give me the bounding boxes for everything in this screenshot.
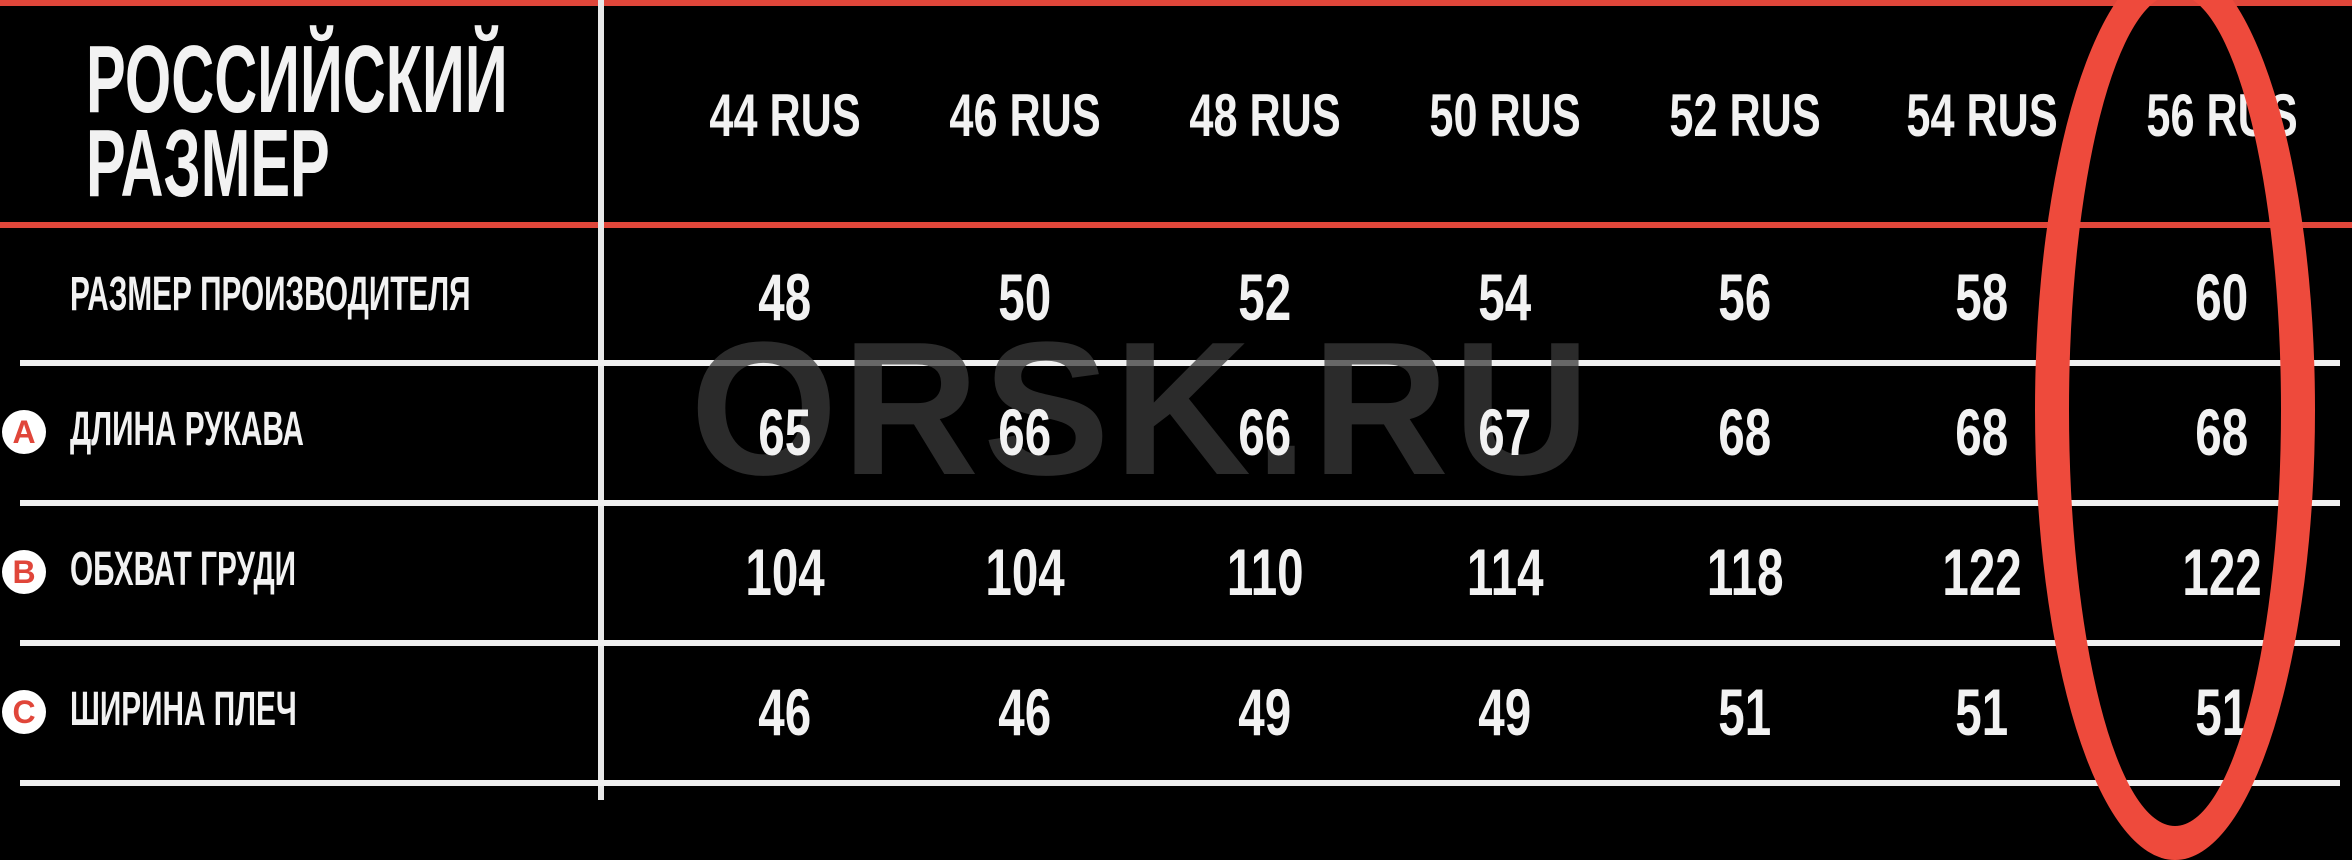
table-cell: 110 xyxy=(1145,517,1385,627)
column-header-text: 46 RUS xyxy=(949,81,1101,149)
column-header: 48 RUS xyxy=(1145,50,1385,180)
table-cell: 66 xyxy=(1145,377,1385,487)
table-cell: 52 xyxy=(1145,242,1385,352)
table-cell-text: 51 xyxy=(1955,675,2009,749)
highlight-ellipse xyxy=(2035,0,2315,860)
table-cell-text: 58 xyxy=(1955,260,2009,334)
table-cell: 54 xyxy=(1385,242,1625,352)
column-header-text: 52 RUS xyxy=(1669,81,1821,149)
row-divider xyxy=(20,780,2340,786)
table-cell: 51 xyxy=(1625,657,1865,767)
table-cell: 122 xyxy=(1862,517,2102,627)
table-cell-text: 68 xyxy=(1955,395,2009,469)
table-cell: 68 xyxy=(1862,377,2102,487)
header-title-line1: РОССИЙСКИЙ xyxy=(86,26,508,133)
table-cell-text: 67 xyxy=(1478,395,1532,469)
table-cell-text: 54 xyxy=(1478,260,1532,334)
table-cell-text: 122 xyxy=(1942,535,2022,609)
table-cell-text: 66 xyxy=(1238,395,1292,469)
table-cell-text: 52 xyxy=(1238,260,1292,334)
header-title: РОССИЙСКИЙ РАЗМЕР xyxy=(86,26,508,217)
table-cell-text: 104 xyxy=(985,535,1065,609)
table-cell: 50 xyxy=(905,242,1145,352)
watermark: ORSK.RU xyxy=(690,303,1595,515)
header-title-line2: РАЗМЕР xyxy=(86,110,330,217)
table-cell: 104 xyxy=(905,517,1145,627)
table-cell: 66 xyxy=(905,377,1145,487)
table-cell: 104 xyxy=(665,517,905,627)
header-row xyxy=(0,0,2352,228)
table-cell: 65 xyxy=(665,377,905,487)
row-label: РАЗМЕР ПРОИЗВОДИТЕЛЯ xyxy=(70,268,471,321)
table-cell-text: 118 xyxy=(1706,535,1784,609)
table-cell: 68 xyxy=(1625,377,1865,487)
table-cell: 49 xyxy=(1385,657,1625,767)
table-cell: 46 xyxy=(665,657,905,767)
column-header-text: 48 RUS xyxy=(1189,81,1341,149)
table-cell-text: 49 xyxy=(1478,675,1532,749)
column-header: 44 RUS xyxy=(665,50,905,180)
table-cell: 48 xyxy=(665,242,905,352)
table-cell-text: 110 xyxy=(1226,535,1304,609)
column-header: 52 RUS xyxy=(1625,50,1865,180)
column-header: 46 RUS xyxy=(905,50,1145,180)
table-cell: 67 xyxy=(1385,377,1625,487)
table-cell: 118 xyxy=(1625,517,1865,627)
row-divider xyxy=(20,500,2340,506)
table-cell-text: 66 xyxy=(998,395,1052,469)
column-header: 50 RUS xyxy=(1385,50,1625,180)
table-cell-text: 114 xyxy=(1466,535,1544,609)
table-cell: 51 xyxy=(1862,657,2102,767)
column-header-text: 54 RUS xyxy=(1906,81,2058,149)
column-header-text: 50 RUS xyxy=(1429,81,1581,149)
column-header: 54 RUS xyxy=(1862,50,2102,180)
table-cell-text: 104 xyxy=(745,535,825,609)
row-divider xyxy=(20,640,2340,646)
table-cell-text: 46 xyxy=(998,675,1052,749)
row-label: ШИРИНА ПЛЕЧ xyxy=(70,683,297,736)
table-cell-text: 65 xyxy=(758,395,812,469)
table-cell: 46 xyxy=(905,657,1145,767)
row-label: ДЛИНА РУКАВА xyxy=(70,403,304,456)
table-cell-text: 51 xyxy=(1718,675,1772,749)
table-cell-text: 48 xyxy=(758,260,812,334)
table-cell-text: 49 xyxy=(1238,675,1292,749)
marker-a-icon: A xyxy=(2,410,46,454)
table-cell: 58 xyxy=(1862,242,2102,352)
table-cell: 49 xyxy=(1145,657,1385,767)
table-cell-text: 56 xyxy=(1718,260,1772,334)
table-cell-text: 50 xyxy=(998,260,1052,334)
row-divider xyxy=(20,360,2340,366)
table-cell-text: 46 xyxy=(758,675,812,749)
column-divider xyxy=(598,0,604,800)
table-cell-text: 68 xyxy=(1718,395,1772,469)
marker-c-icon: C xyxy=(2,690,46,734)
table-cell: 114 xyxy=(1385,517,1625,627)
column-header-text: 44 RUS xyxy=(709,81,861,149)
table-cell: 56 xyxy=(1625,242,1865,352)
row-label: ОБХВАТ ГРУДИ xyxy=(70,543,297,596)
marker-b-icon: B xyxy=(2,550,46,594)
